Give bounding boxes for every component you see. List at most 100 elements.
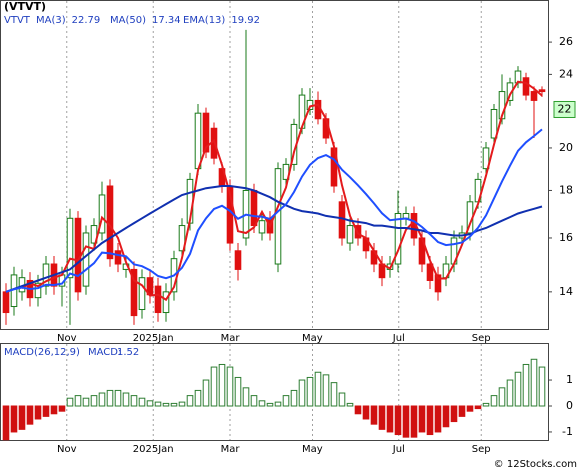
macd-title: MACD(26,12,9) <box>4 347 80 358</box>
candle-body <box>394 213 402 265</box>
legend-symbol: VTVT <box>4 15 31 26</box>
x-tick-label: May <box>302 444 323 455</box>
macd-bar <box>138 397 146 407</box>
macd-bar <box>522 363 530 407</box>
legend-value: 22.79 <box>72 15 101 26</box>
footer: © 12Stocks.com <box>494 459 577 470</box>
y-tick-label: 20 <box>559 141 573 154</box>
macd-bar <box>154 401 162 407</box>
x-tick-label: 2025Jan <box>133 444 174 455</box>
macd-bar <box>410 405 418 438</box>
legend-name: MA(3) <box>36 15 66 26</box>
y-tick-label: 14 <box>559 285 573 298</box>
candle-body <box>194 112 202 170</box>
macd-bar <box>218 363 226 407</box>
macd-bar <box>498 387 506 407</box>
x-tick-label: Jul <box>392 333 405 344</box>
candle-body <box>538 89 546 93</box>
macd-bar <box>338 392 346 407</box>
macd-bar <box>378 405 386 430</box>
macd-bar <box>450 405 458 423</box>
candle-body <box>482 147 490 170</box>
candle-body <box>490 108 498 139</box>
y-tick-label: 18 <box>559 183 573 196</box>
macd-bar <box>194 389 202 407</box>
legend-value: 17.34 <box>152 15 181 26</box>
candle-body <box>274 168 282 265</box>
candle-body <box>130 268 138 317</box>
macd-bar <box>210 366 218 407</box>
macd-bar <box>250 395 258 407</box>
candle-body <box>522 77 530 96</box>
macd-bar <box>34 405 42 420</box>
macd-bar <box>370 405 378 425</box>
last-price: 22 <box>558 102 572 115</box>
macd-bar <box>458 405 466 417</box>
macd-bar <box>170 402 178 407</box>
candle-body <box>2 291 10 314</box>
legend-name: EMA(13) <box>183 15 225 26</box>
macd-bar <box>474 405 482 410</box>
macd-bar <box>82 397 90 407</box>
macd-bar <box>282 395 290 407</box>
candle-body <box>426 263 434 281</box>
macd-bar <box>90 395 98 407</box>
macd-bar <box>234 376 242 407</box>
candle-body <box>346 225 354 244</box>
macd-bar <box>258 400 266 407</box>
x-tick-label: Mar <box>221 333 241 344</box>
y-tick-label: 26 <box>559 35 573 48</box>
macd-bar <box>346 402 354 407</box>
candle-body <box>98 194 106 234</box>
macd-bar <box>226 366 234 407</box>
macd-bar <box>402 405 410 438</box>
macd-bar <box>26 405 34 425</box>
macd-bar <box>114 389 122 407</box>
macd-bar <box>538 366 546 407</box>
candle-body <box>530 91 538 101</box>
legend-value: 19.92 <box>231 15 260 26</box>
macd-bar <box>466 405 474 412</box>
macd-bar <box>18 405 26 430</box>
macd-bar <box>354 405 362 415</box>
candle-body <box>178 225 186 252</box>
macd-bar <box>74 395 82 407</box>
macd-bar <box>202 379 210 407</box>
y-tick-label: 1 <box>566 373 573 386</box>
candle-body <box>82 232 90 287</box>
macd-bar <box>298 379 306 407</box>
x-tick-label: Sep <box>472 333 491 344</box>
macd-bar <box>426 405 434 436</box>
x-tick-label: Jul <box>392 444 405 455</box>
macd-bar <box>50 405 58 415</box>
macd-bar <box>178 401 186 407</box>
macd-bar <box>42 405 50 417</box>
candle-body <box>162 291 170 314</box>
macd-bar <box>442 405 450 428</box>
macd-bar <box>306 376 314 407</box>
macd-panel <box>0 343 549 441</box>
ma-line <box>5 128 543 293</box>
macd-bar <box>434 405 442 433</box>
candle-body <box>258 220 266 234</box>
macd-bar <box>330 382 338 407</box>
ma-line <box>5 185 543 293</box>
macd-bar <box>106 389 114 407</box>
macd-bar <box>290 389 298 407</box>
candle-body <box>202 112 210 153</box>
macd-bar <box>418 405 426 433</box>
ma-line <box>21 80 543 302</box>
candle-body <box>154 285 162 314</box>
macd-bar <box>386 405 394 433</box>
y-tick-label: 24 <box>559 67 573 80</box>
macd-bar <box>314 371 322 407</box>
macd-bar <box>58 405 66 412</box>
candle-body <box>114 250 122 265</box>
legend-name: MA(50) <box>110 15 146 26</box>
macd-bar <box>186 395 194 407</box>
macd-bar <box>514 371 522 407</box>
macd-bar <box>2 405 10 441</box>
macd-bar <box>122 392 130 407</box>
